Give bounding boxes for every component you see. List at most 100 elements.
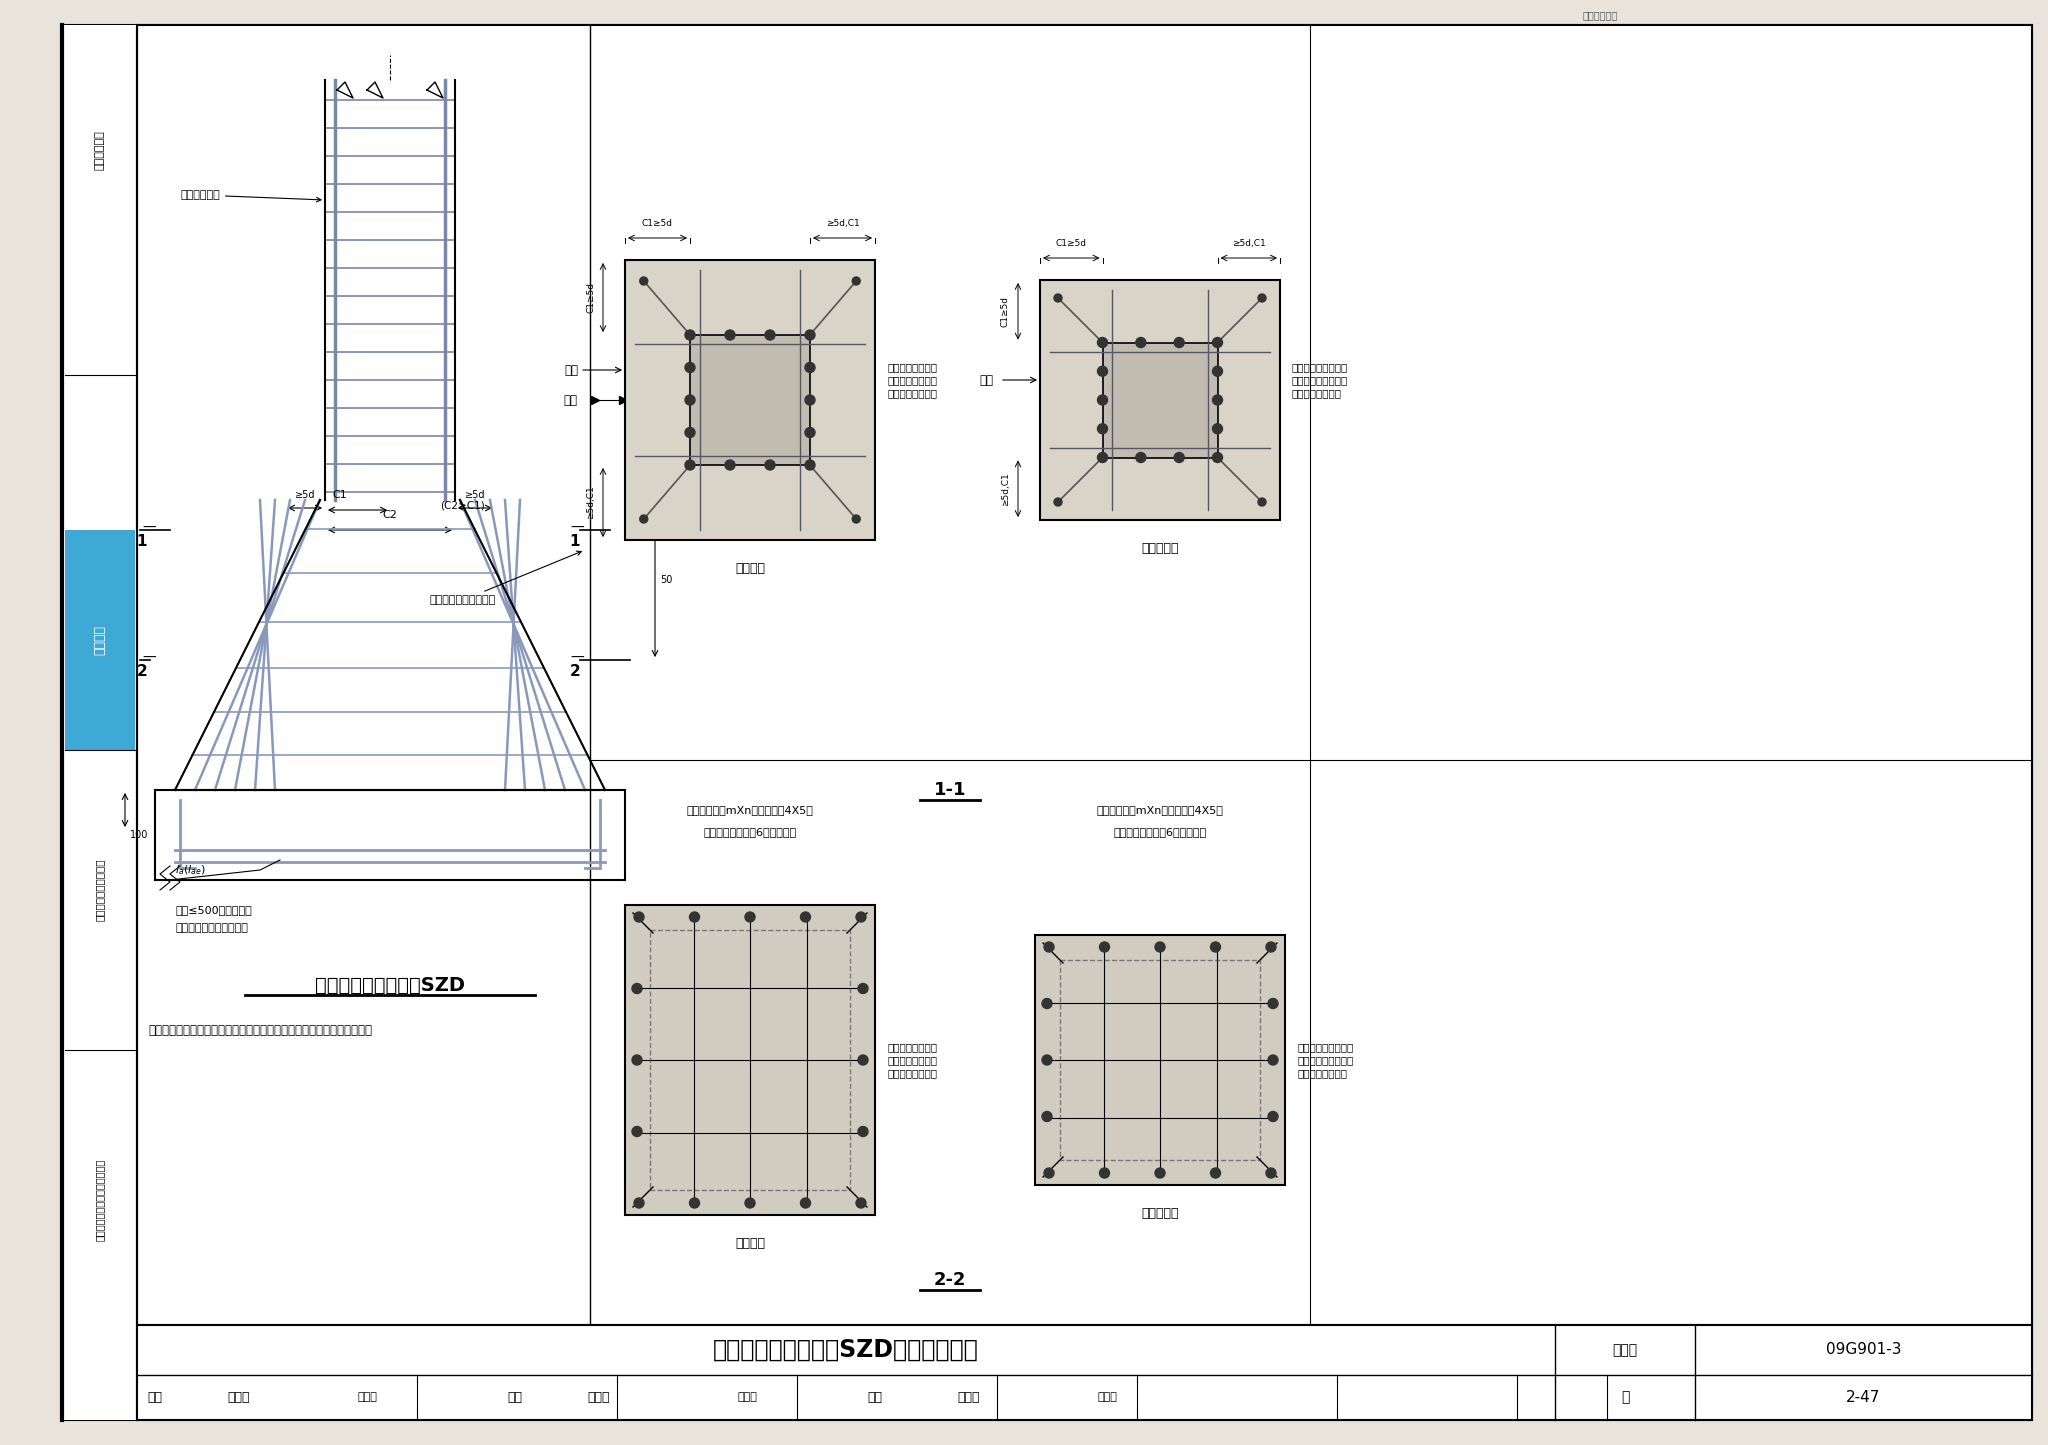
- Circle shape: [805, 329, 815, 340]
- Circle shape: [684, 363, 694, 373]
- Text: 棱台（柱）状上柱墩SZD钢筋排布构造: 棱台（柱）状上柱墩SZD钢筋排布构造: [713, 1338, 979, 1363]
- Circle shape: [1210, 942, 1221, 952]
- Circle shape: [805, 363, 815, 373]
- Circle shape: [1100, 942, 1110, 952]
- Text: 当一侧纵筋数大于6时隔一拉一: 当一侧纵筋数大于6时隔一拉一: [1114, 827, 1206, 837]
- Text: —: —: [569, 522, 584, 535]
- Circle shape: [805, 428, 815, 438]
- Text: C1≥5d: C1≥5d: [586, 282, 596, 314]
- Bar: [649, 931, 850, 1191]
- Circle shape: [1044, 942, 1055, 952]
- Text: 1: 1: [569, 535, 580, 549]
- Circle shape: [690, 912, 700, 922]
- Text: 筏形基础: 筏形基础: [94, 626, 106, 655]
- Text: 正方形截面: 正方形截面: [1141, 1207, 1180, 1220]
- Text: 两道封闭箍（非复合箍）: 两道封闭箍（非复合箍）: [174, 923, 248, 933]
- Text: 独立基础、条形基础、桩基承台: 独立基础、条形基础、桩基承台: [94, 1159, 104, 1241]
- Text: 校对: 校对: [508, 1392, 522, 1405]
- Circle shape: [1098, 452, 1108, 462]
- Circle shape: [858, 984, 868, 994]
- Text: 图集号: 图集号: [1612, 1342, 1638, 1357]
- Text: 纵筋环矩形截面周
边均匀分布，矩形
角点处必须有纵筋: 纵筋环矩形截面周 边均匀分布，矩形 角点处必须有纵筋: [887, 361, 938, 399]
- Text: —: —: [569, 652, 584, 665]
- Text: ≥5d,C1: ≥5d,C1: [825, 220, 860, 228]
- Text: 1: 1: [137, 535, 147, 549]
- Text: 2: 2: [137, 665, 147, 679]
- Circle shape: [1212, 423, 1223, 434]
- Text: 09G901-3: 09G901-3: [1825, 1342, 1901, 1357]
- Circle shape: [852, 514, 860, 523]
- Circle shape: [684, 329, 694, 340]
- Text: 纵筋环矩形截面周
边均匀分布，矩形
角点处必须有纵筋: 纵筋环矩形截面周 边均匀分布，矩形 角点处必须有纵筋: [887, 1042, 938, 1078]
- Bar: [66, 530, 135, 750]
- Text: ≥5d,C1: ≥5d,C1: [1001, 473, 1010, 506]
- Circle shape: [1268, 1055, 1278, 1065]
- Circle shape: [633, 984, 641, 994]
- Circle shape: [684, 394, 694, 405]
- Text: C1≥5d: C1≥5d: [1001, 296, 1010, 327]
- Circle shape: [725, 329, 735, 340]
- Circle shape: [1098, 366, 1108, 376]
- Circle shape: [858, 1055, 868, 1065]
- Text: 箍筋: 箍筋: [563, 393, 578, 406]
- Text: 当一侧纵筋数大于6时隔一拉一: 当一侧纵筋数大于6时隔一拉一: [702, 827, 797, 837]
- Text: 纵筋环正方形截面周
边均匀分布，正方形
角点处必须有纵筋: 纵筋环正方形截面周 边均匀分布，正方形 角点处必须有纵筋: [1296, 1042, 1354, 1078]
- Text: 黄志刚: 黄志刚: [356, 1393, 377, 1403]
- Text: ≥5d,C1: ≥5d,C1: [1233, 238, 1266, 249]
- Text: 矩形截面: 矩形截面: [735, 562, 766, 575]
- Text: 截面箍筋肢数mXn（本截面为4X5）: 截面箍筋肢数mXn（本截面为4X5）: [686, 805, 813, 815]
- Bar: [625, 905, 874, 1215]
- Circle shape: [1210, 1168, 1221, 1178]
- Circle shape: [639, 277, 647, 285]
- Text: 2-2: 2-2: [934, 1272, 967, 1289]
- Circle shape: [801, 912, 811, 922]
- Circle shape: [1268, 998, 1278, 1009]
- Circle shape: [1174, 452, 1184, 462]
- Text: 箍筋: 箍筋: [979, 373, 993, 386]
- Text: 注：柱墩范围内柱的箍筋按加密区设置，上部结构柱高从柱墩顶面算起。: 注：柱墩范围内柱的箍筋按加密区设置，上部结构柱高从柱墩顶面算起。: [147, 1023, 373, 1036]
- Circle shape: [635, 1198, 643, 1208]
- Bar: [137, 1325, 2032, 1420]
- Text: 张工文: 张工文: [737, 1393, 758, 1403]
- Circle shape: [805, 394, 815, 405]
- Text: 王怀元: 王怀元: [956, 1392, 979, 1405]
- Circle shape: [1055, 499, 1063, 506]
- Circle shape: [1268, 1111, 1278, 1121]
- Text: 50: 50: [659, 575, 672, 585]
- Text: 张工文: 张工文: [588, 1392, 610, 1405]
- Text: 矩形截面: 矩形截面: [735, 1237, 766, 1250]
- Circle shape: [633, 1127, 641, 1137]
- Circle shape: [1042, 1111, 1053, 1121]
- Text: ≥5d: ≥5d: [295, 490, 315, 500]
- Bar: [1040, 280, 1280, 520]
- Text: —: —: [141, 522, 156, 535]
- Circle shape: [1257, 293, 1266, 302]
- Text: C1≥5d: C1≥5d: [641, 220, 674, 228]
- Text: 正方形截面: 正方形截面: [1141, 542, 1180, 555]
- Text: (C2≥C1): (C2≥C1): [440, 500, 485, 510]
- Text: 矩形柱或方柱: 矩形柱或方柱: [180, 189, 322, 202]
- Circle shape: [635, 912, 643, 922]
- Text: $l_a(l_{ae})$: $l_a(l_{ae})$: [174, 863, 207, 877]
- Circle shape: [684, 428, 694, 438]
- Bar: [690, 335, 811, 465]
- Circle shape: [1212, 394, 1223, 405]
- Circle shape: [1257, 499, 1266, 506]
- Text: 箍筋: 箍筋: [563, 364, 578, 377]
- Bar: [1102, 342, 1217, 458]
- Text: 一般构造要求: 一般构造要求: [94, 130, 104, 171]
- Circle shape: [801, 1198, 811, 1208]
- Circle shape: [1055, 293, 1063, 302]
- Circle shape: [1137, 338, 1145, 347]
- Circle shape: [1212, 452, 1223, 462]
- Circle shape: [1098, 338, 1108, 347]
- Bar: [1034, 935, 1284, 1185]
- Text: 1-1: 1-1: [934, 780, 967, 799]
- Text: 箱形基础和地下室结构: 箱形基础和地下室结构: [94, 858, 104, 922]
- Circle shape: [1174, 338, 1184, 347]
- Text: 2: 2: [569, 665, 580, 679]
- Circle shape: [1212, 366, 1223, 376]
- Text: 黄志刚: 黄志刚: [227, 1392, 250, 1405]
- Circle shape: [684, 460, 694, 470]
- Bar: [625, 260, 874, 540]
